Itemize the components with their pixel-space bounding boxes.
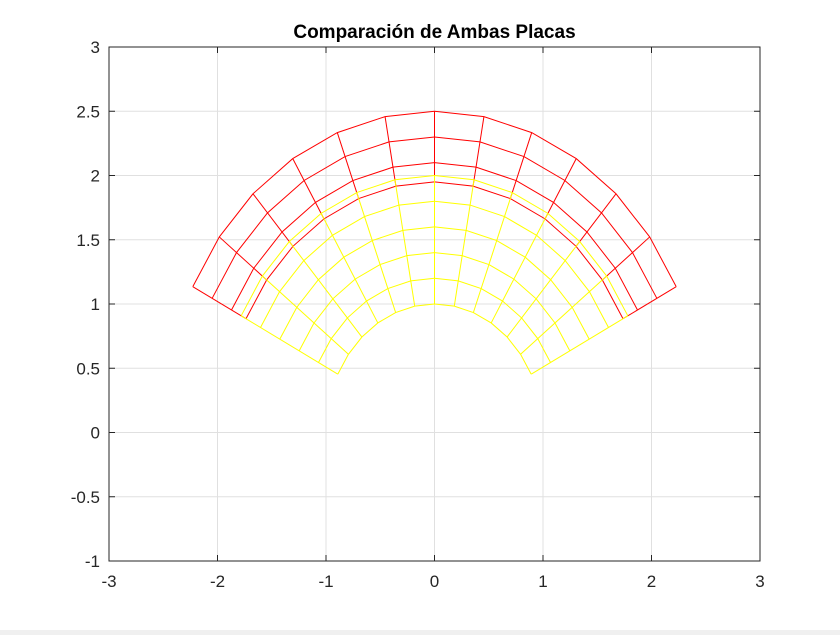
- x-tick-label: -2: [210, 572, 225, 591]
- y-tick-label: 1: [91, 295, 100, 314]
- mesh-spoke: [192, 286, 247, 320]
- x-tick-label: 1: [538, 572, 547, 591]
- mesh-spoke: [320, 213, 379, 324]
- x-tick-label: -1: [318, 572, 333, 591]
- mesh-spoke: [472, 116, 485, 187]
- x-tick-label: 0: [430, 572, 439, 591]
- mesh-spoke: [544, 158, 577, 220]
- mesh-spoke: [622, 286, 677, 320]
- mesh-spoke: [472, 192, 513, 313]
- y-tick-label: 1.5: [76, 231, 100, 250]
- x-tick-label: 3: [755, 572, 764, 591]
- y-tick-label: 3: [91, 38, 100, 57]
- chart-title: Comparación de Ambas Placas: [293, 22, 575, 43]
- x-tick-label: 2: [647, 572, 656, 591]
- mesh-spoke: [356, 192, 397, 313]
- mesh-spoke: [252, 193, 294, 247]
- y-tick-label: -1: [85, 552, 100, 571]
- series-layer: [192, 110, 677, 375]
- y-tick-label: -0.5: [71, 488, 100, 507]
- mesh-spoke: [262, 275, 349, 355]
- y-tick-label: 2: [91, 167, 100, 186]
- mesh-spoke: [520, 275, 607, 355]
- mesh-spoke: [490, 213, 549, 324]
- mesh-spoke: [218, 236, 267, 281]
- mesh-spoke: [453, 179, 475, 307]
- mesh-spoke: [292, 158, 325, 220]
- y-tick-label: 0.5: [76, 359, 100, 378]
- series-yellow-mesh: [240, 174, 629, 375]
- mesh-spoke: [336, 132, 360, 199]
- mesh-spoke: [575, 193, 617, 247]
- mesh-spoke: [530, 315, 629, 375]
- mesh-spoke: [602, 236, 651, 281]
- mesh-spoke: [506, 241, 581, 338]
- x-tick-label: -3: [101, 572, 116, 591]
- y-tick-label: 2.5: [76, 102, 100, 121]
- y-tick-label: 0: [91, 424, 100, 443]
- mesh-spoke: [288, 241, 363, 338]
- ticks: -3 -2 -1 0 1 2 3 -1 -0.5 0 0.5 1 1.5 2 2.5 3: [71, 38, 765, 591]
- mesh-spoke: [384, 116, 397, 187]
- mesh-spoke: [240, 315, 339, 375]
- mesh-spoke: [509, 132, 533, 199]
- mesh-spoke: [394, 179, 416, 307]
